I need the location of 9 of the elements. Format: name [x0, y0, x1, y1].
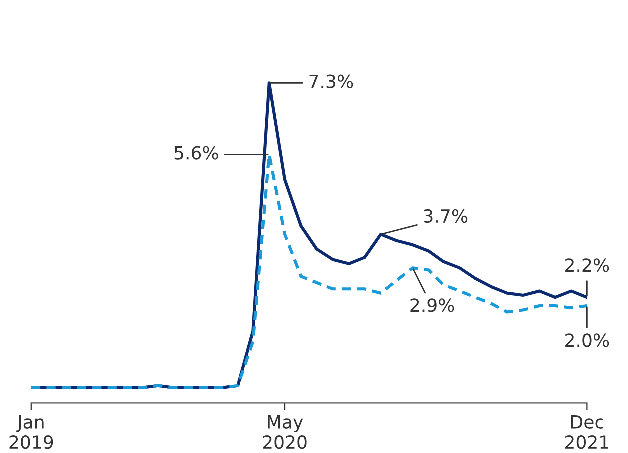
data-label: 2.2% — [566, 258, 610, 272]
data-label: 7.3% — [310, 74, 354, 88]
data-label: 2.0% — [566, 334, 610, 348]
data-label: 3.7% — [424, 209, 468, 224]
x-tick-label: Dec 2021 — [566, 416, 608, 450]
data-label: 5.6% — [174, 146, 218, 160]
x-tick-label: May 2020 — [263, 416, 307, 450]
data-label: 2.9% — [410, 298, 454, 312]
x-tick-label: Jan 2019 — [10, 416, 54, 450]
